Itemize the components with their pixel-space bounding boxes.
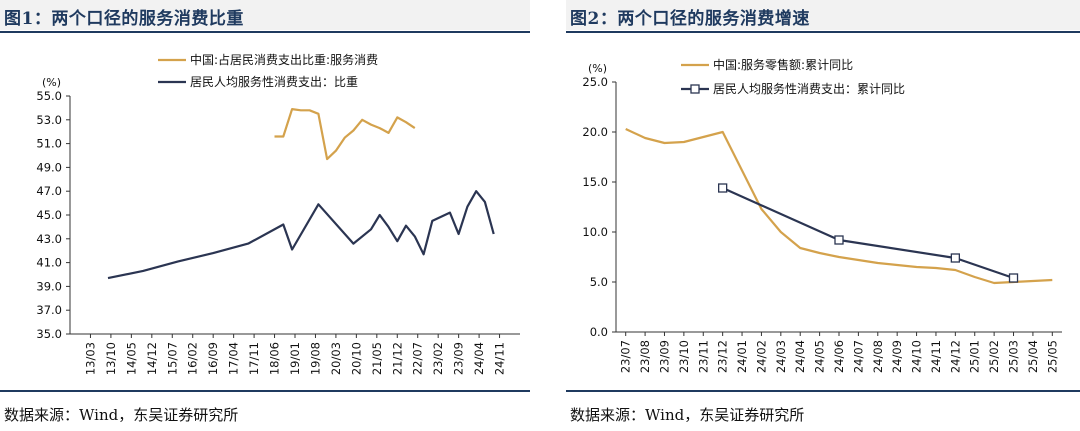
y-tick-label: 39.0 [36, 279, 62, 293]
x-tick-label: 16/02 [186, 342, 200, 375]
x-tick-label: 19/08 [308, 342, 322, 375]
x-tick-label: 23/11 [696, 340, 710, 373]
legend-label: 居民人均服务性消费支出：比重 [190, 74, 358, 89]
source-note: 数据来源：Wind，东吴证券研究所 [570, 406, 805, 424]
x-tick-label: 23/02 [431, 342, 445, 375]
x-tick-label: 14/12 [145, 342, 159, 375]
x-tick-label: 24/04 [793, 340, 807, 373]
x-tick-label: 14/05 [124, 342, 138, 375]
x-tick-label: 24/08 [871, 340, 885, 373]
x-tick-label: 25/04 [1026, 340, 1040, 373]
x-tick-label: 25/02 [987, 340, 1001, 373]
chart-title: 图1：两个口径的服务消费比重 [4, 9, 244, 29]
y-tick-label: 49.0 [36, 160, 62, 174]
data-point-marker [1008, 273, 1019, 283]
y-tick-label: 41.0 [36, 256, 62, 270]
y-tick-label: 25.0 [582, 75, 608, 89]
chart-title: 图2：两个口径的服务消费增速 [570, 9, 810, 29]
x-tick-label: 18/06 [268, 342, 282, 375]
chart-panel-2: 图2：两个口径的服务消费增速 (%) 0.0 5.0 10.0 15.0 20.0 25.0… [566, 0, 1080, 431]
y-tick-label: 15.0 [582, 175, 608, 189]
x-tick-label: 24/06 [832, 340, 846, 373]
x-tick-label: 24/11 [493, 342, 507, 375]
y-tick-label: 51.0 [36, 137, 62, 151]
x-tick-label: 15/07 [165, 342, 179, 375]
x-tick-label: 16/09 [206, 342, 220, 375]
title-bar [0, 0, 530, 30]
x-tick-label: 24/10 [910, 340, 924, 373]
top-rule [566, 31, 1080, 33]
x-tick-label: 25/03 [1007, 340, 1021, 373]
source-note: 数据来源：Wind，东吴证券研究所 [4, 406, 239, 424]
data-point-marker [718, 183, 728, 193]
series-line-2 [107, 190, 495, 280]
x-tick-label: 25/01 [968, 340, 982, 373]
series-line-1 [274, 108, 416, 161]
x-tick-label: 23/07 [619, 340, 633, 373]
y-tick-label: 37.0 [36, 303, 62, 317]
x-tick-label: 24/04 [472, 342, 486, 375]
y-axis-unit: (%) [588, 62, 607, 75]
y-tick-label: 43.0 [36, 232, 62, 246]
x-tick-label: 24/12 [948, 340, 962, 373]
y-tick-label: 35.0 [36, 327, 62, 341]
chart-panel-1: 图1：两个口径的服务消费比重 (%) 35.0 37.0 39.0 41.0 43.0 45… [0, 0, 530, 431]
x-tick-label: 24/02 [754, 340, 768, 373]
top-rule [0, 31, 530, 33]
y-tick-label: 45.0 [36, 208, 62, 222]
x-tick-label: 24/05 [813, 340, 827, 373]
legend-marker [690, 84, 700, 94]
x-tick-label: 23/12 [716, 340, 730, 373]
x-tick-label: 17/11 [247, 342, 261, 375]
x-tick-label: 24/01 [735, 340, 749, 373]
legend-label: 居民人均服务性消费支出：累计同比 [713, 81, 905, 96]
y-tick-label: 5.0 [590, 275, 608, 289]
legend-label: 中国:占居民消费支出比重:服务消费 [190, 52, 378, 67]
y-tick-label: 0.0 [590, 325, 608, 339]
x-tick-label: 20/03 [329, 342, 343, 375]
x-tick-label: 19/01 [288, 342, 302, 375]
data-point-marker [950, 253, 960, 263]
x-tick-label: 24/11 [929, 340, 943, 373]
x-tick-label: 17/04 [227, 342, 241, 375]
data-point-marker [834, 235, 844, 245]
x-tick-label: 23/09 [657, 340, 671, 373]
chart-1-plot: (%) 35.0 37.0 39.0 41.0 43.0 45.0 47.0 49.0 51.0 5… [36, 52, 520, 375]
x-tick-label: 24/07 [851, 340, 865, 373]
x-tick-label: 25/05 [1045, 340, 1059, 373]
x-tick-label: 13/10 [104, 342, 118, 375]
title-bar [566, 0, 1080, 30]
x-tick-label: 13/03 [83, 342, 97, 375]
x-tick-label: 23/09 [452, 342, 466, 375]
y-tick-label: 47.0 [36, 184, 62, 198]
y-tick-label: 53.0 [36, 113, 62, 127]
series-line-2 [722, 186, 1014, 280]
series-line-1 [625, 128, 1053, 285]
x-tick-label: 24/09 [890, 340, 904, 373]
chart-2-plot: (%) 0.0 5.0 10.0 15.0 20.0 25.0 23/07 23/08 23/09… [582, 57, 1062, 373]
y-axis-unit: (%) [42, 76, 61, 89]
bottom-rule [566, 390, 1080, 392]
bottom-rule [0, 390, 530, 392]
x-tick-label: 22/07 [411, 342, 425, 375]
x-tick-label: 23/08 [638, 340, 652, 373]
y-tick-label: 10.0 [582, 225, 608, 239]
x-tick-label: 21/12 [390, 342, 404, 375]
y-tick-label: 20.0 [582, 125, 608, 139]
x-tick-label: 20/10 [349, 342, 363, 375]
x-tick-label: 23/10 [677, 340, 691, 373]
x-tick-label: 21/05 [370, 342, 384, 375]
x-tick-label: 24/03 [774, 340, 788, 373]
legend-label: 中国:服务零售额:累计同比 [713, 57, 853, 72]
y-tick-label: 55.0 [36, 89, 62, 103]
